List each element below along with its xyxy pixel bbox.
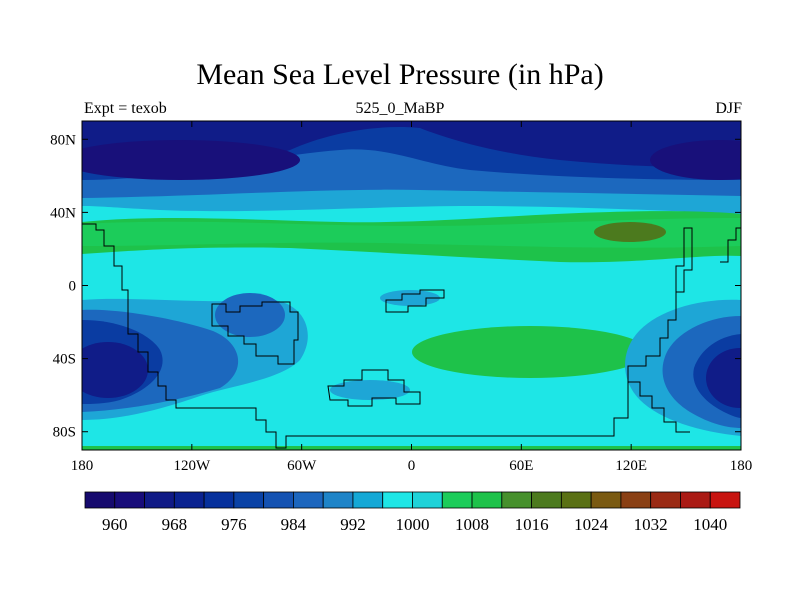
tropical-low-feature bbox=[380, 290, 440, 306]
colorbar-swatch bbox=[293, 491, 324, 509]
colorbar-label: 1000 bbox=[396, 515, 430, 534]
x-axis: 180 120W 60W 0 60E 120E 180 bbox=[71, 121, 753, 474]
colorbar-swatch bbox=[709, 491, 741, 509]
y-tick-label: 40S bbox=[53, 352, 76, 368]
x-tick-label: 180 bbox=[71, 458, 94, 474]
colorbar-label: 1032 bbox=[634, 515, 668, 534]
colorbar-label: 992 bbox=[340, 515, 366, 534]
low-core-sw bbox=[82, 342, 148, 398]
colorbar-swatch bbox=[531, 491, 562, 509]
low-core-ne bbox=[650, 140, 741, 180]
colorbar-swatch bbox=[620, 491, 652, 509]
period-label: 525_0_MaBP bbox=[355, 100, 445, 117]
colorbar-label: 1016 bbox=[515, 515, 549, 534]
colorbar-label: 1008 bbox=[455, 515, 489, 534]
pressure-field bbox=[82, 121, 741, 450]
colorbar-swatch bbox=[233, 491, 265, 509]
south-america-low bbox=[215, 293, 285, 337]
x-tick-label: 120W bbox=[173, 458, 211, 474]
coastline-east-southern bbox=[628, 381, 690, 433]
y-axis: 80N 40N 0 40S 80S bbox=[50, 132, 741, 441]
colorbar-label: 968 bbox=[162, 515, 188, 534]
x-tick-label: 180 bbox=[730, 458, 753, 474]
colorbar-swatch bbox=[84, 491, 116, 509]
coastline-main bbox=[82, 223, 693, 449]
low-core-nw bbox=[82, 140, 300, 180]
chart-title: Mean Sea Level Pressure (in hPa) bbox=[196, 58, 604, 91]
coastline-tropical-island bbox=[385, 289, 445, 313]
colorbar bbox=[84, 491, 741, 509]
colorbar-swatch bbox=[471, 491, 503, 509]
colorbar-label: 984 bbox=[281, 515, 307, 534]
colorbar-swatch bbox=[412, 491, 443, 509]
y-tick-label: 0 bbox=[69, 279, 77, 295]
colorbar-swatch bbox=[441, 491, 473, 509]
colorbar-swatch bbox=[114, 491, 145, 509]
colorbar-label: 1040 bbox=[693, 515, 727, 534]
coastline-south-america bbox=[211, 301, 299, 365]
y-tick-label: 40N bbox=[50, 205, 76, 221]
y-tick-label: 80S bbox=[53, 425, 76, 441]
x-tick-label: 120E bbox=[615, 458, 647, 474]
colorbar-swatch bbox=[144, 491, 175, 509]
colorbar-swatch bbox=[203, 491, 235, 509]
colorbar-labels: 960 968 976 984 992 1000 1008 1016 1024 1032 1040 bbox=[102, 515, 727, 534]
coastline-southern-landmass bbox=[327, 369, 421, 407]
colorbar-swatch bbox=[263, 491, 294, 509]
colorbar-label: 1024 bbox=[574, 515, 609, 534]
band-1004-north bbox=[82, 218, 741, 248]
colorbar-swatch bbox=[650, 491, 681, 509]
colorbar-swatch bbox=[680, 491, 711, 509]
asian-high-core bbox=[594, 222, 666, 242]
colorbar-label: 976 bbox=[221, 515, 247, 534]
low-core-se bbox=[706, 348, 741, 408]
south-atlantic-high bbox=[412, 326, 648, 378]
colorbar-swatch bbox=[352, 491, 384, 509]
colorbar-swatch bbox=[501, 491, 532, 509]
coastline-east-edge bbox=[720, 227, 741, 263]
experiment-label: Expt = texob bbox=[84, 100, 167, 117]
colorbar-label: 960 bbox=[102, 515, 128, 534]
colorbar-swatch bbox=[322, 491, 354, 509]
x-tick-label: 0 bbox=[408, 458, 416, 474]
x-tick-label: 60E bbox=[509, 458, 533, 474]
x-tick-label: 60W bbox=[287, 458, 317, 474]
colorbar-swatch bbox=[590, 491, 622, 509]
y-tick-label: 80N bbox=[50, 132, 76, 148]
africa-south-feature bbox=[330, 380, 410, 400]
colorbar-swatch bbox=[382, 491, 413, 509]
colorbar-swatch bbox=[560, 491, 592, 509]
colorbar-swatch bbox=[173, 491, 205, 509]
season-label: DJF bbox=[715, 100, 742, 117]
